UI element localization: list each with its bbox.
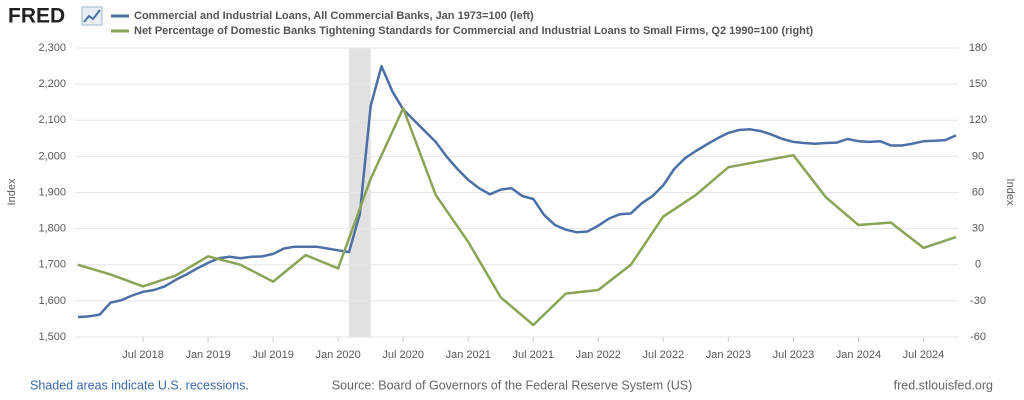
x-tick-label: Jan 2019 — [185, 349, 230, 361]
x-tick-label: Jan 2023 — [706, 349, 751, 361]
y2-tick-label: 90 — [972, 150, 984, 162]
y-axis-label: Index — [6, 178, 18, 205]
x-tick-label: Jan 2024 — [836, 349, 881, 361]
x-tick-label: Jul 2022 — [643, 349, 685, 361]
y2-tick-label: -60 — [970, 331, 986, 343]
site: fred.stlouisfed.org — [894, 378, 993, 392]
y-tick-label: 1,700 — [38, 259, 66, 271]
x-tick-label: Jul 2024 — [903, 349, 945, 361]
series-line — [77, 64, 957, 319]
y2-tick-label: 30 — [972, 223, 984, 235]
y-tick-label: 1,900 — [38, 186, 66, 198]
y2-tick-label: 60 — [972, 186, 984, 198]
y2-tick-label: 150 — [969, 78, 987, 90]
x-tick-label: Jul 2019 — [252, 349, 294, 361]
x-tick-label: Jul 2023 — [773, 349, 815, 361]
legend-label: Net Percentage of Domestic Banks Tighten… — [134, 25, 814, 37]
x-tick-label: Jan 2022 — [576, 349, 621, 361]
y-tick-label: 2,300 — [38, 42, 66, 54]
logo: FRED — [8, 5, 65, 28]
y-tick-label: 2,000 — [38, 150, 66, 162]
y-tick-label: 2,100 — [38, 114, 66, 126]
series-line — [77, 106, 957, 327]
logo-icon — [81, 6, 103, 26]
y2-tick-label: -30 — [970, 295, 986, 307]
source: Source: Board of Governors of the Federa… — [332, 378, 693, 392]
y2-tick-label: 120 — [969, 114, 987, 126]
x-tick-label: Jul 2021 — [512, 349, 554, 361]
y-tick-label: 1,500 — [38, 331, 66, 343]
y-tick-label: 2,200 — [38, 78, 66, 90]
legend-label: Commercial and Industrial Loans, All Com… — [134, 10, 534, 22]
x-tick-label: Jul 2018 — [122, 349, 164, 361]
y2-tick-label: 0 — [975, 259, 981, 271]
x-tick-label: Jan 2021 — [446, 349, 491, 361]
x-tick-label: Jan 2020 — [316, 349, 361, 361]
y-tick-label: 1,800 — [38, 223, 66, 235]
y-tick-label: 1,600 — [38, 295, 66, 307]
y2-axis-label: Index — [1004, 179, 1016, 206]
y2-tick-label: 180 — [969, 42, 987, 54]
x-tick-label: Jul 2020 — [382, 349, 424, 361]
recession-note: Shaded areas indicate U.S. recessions. — [30, 378, 249, 392]
